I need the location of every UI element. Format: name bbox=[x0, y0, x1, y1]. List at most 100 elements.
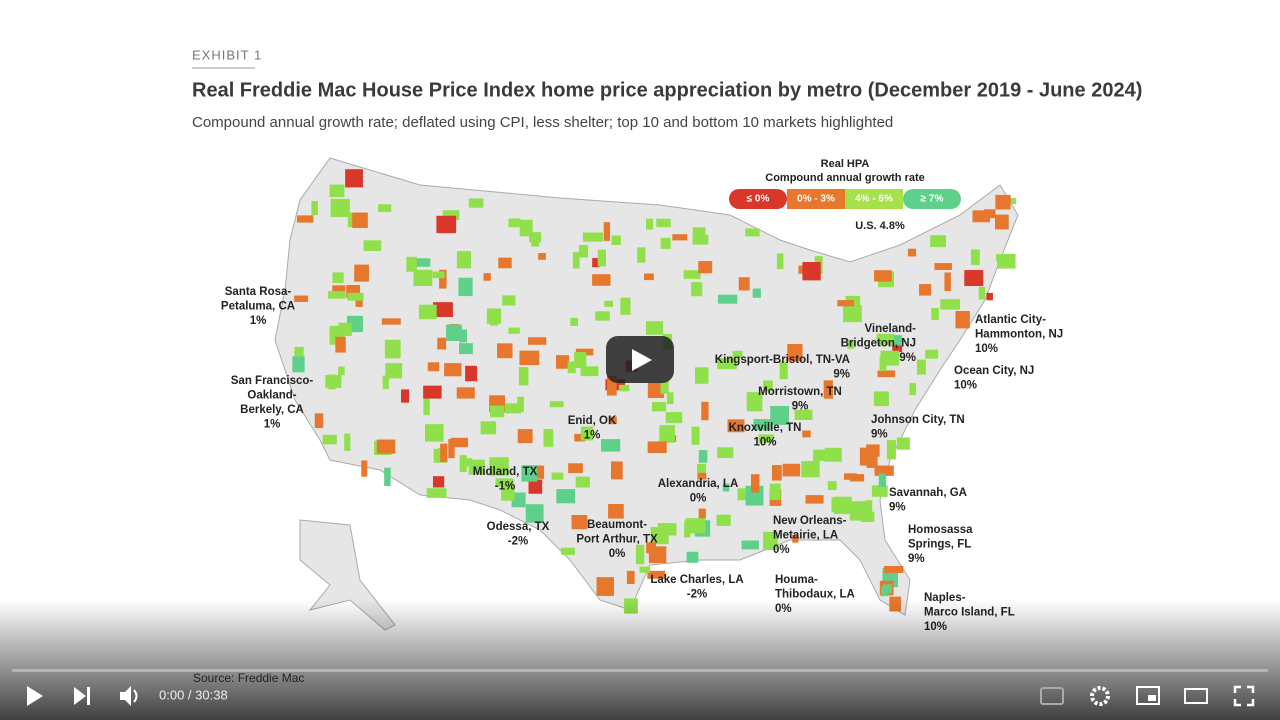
legend-swatch bbox=[903, 189, 961, 209]
metro-area bbox=[683, 270, 701, 279]
metro-area bbox=[603, 222, 611, 241]
metro-area bbox=[931, 307, 939, 320]
metro-area bbox=[1005, 198, 1016, 205]
metro-area bbox=[446, 324, 462, 341]
metro-labels: Santa Rosa- Petaluma, CA 1% San Francisco- O… bbox=[221, 286, 1063, 633]
metro-area bbox=[776, 253, 784, 270]
metro-area bbox=[884, 565, 904, 573]
theater-button[interactable] bbox=[1184, 688, 1208, 704]
metro-area bbox=[847, 339, 855, 349]
metro-area bbox=[426, 488, 447, 498]
metro-area bbox=[352, 212, 368, 229]
metro-area bbox=[432, 271, 445, 279]
metro-area bbox=[684, 520, 691, 538]
metro-area bbox=[571, 515, 588, 530]
metro-area bbox=[519, 219, 533, 237]
metro-label: Midland, TX bbox=[473, 466, 538, 478]
metro-area bbox=[574, 433, 586, 442]
metro-label: Vineland- bbox=[864, 323, 916, 335]
metro-area bbox=[361, 460, 368, 477]
metro-label: 10% bbox=[954, 380, 977, 392]
metro-area bbox=[738, 277, 750, 291]
metro-label: 10% bbox=[753, 437, 776, 449]
metro-area bbox=[568, 463, 583, 473]
metro-area bbox=[802, 262, 821, 281]
metro-area bbox=[994, 214, 1009, 230]
metro-area bbox=[824, 447, 842, 462]
metro-area bbox=[543, 428, 554, 447]
metro-area bbox=[311, 201, 318, 216]
metro-area bbox=[970, 249, 980, 265]
metro-area bbox=[296, 215, 314, 223]
metro-area bbox=[745, 228, 760, 237]
fullscreen-button[interactable] bbox=[1233, 685, 1255, 707]
metro-area bbox=[651, 402, 667, 412]
metro-area bbox=[414, 258, 431, 267]
metro-area bbox=[347, 212, 354, 228]
metro-label: -2% bbox=[508, 536, 528, 548]
metro-area bbox=[717, 294, 738, 304]
volume-button[interactable] bbox=[120, 686, 138, 706]
metro-area bbox=[717, 447, 734, 459]
legend-us: U.S. 4.8% bbox=[855, 220, 905, 232]
metro-area bbox=[525, 504, 544, 523]
metro-area bbox=[483, 273, 491, 281]
metro-label: Knoxville, TN bbox=[729, 422, 802, 434]
metro-label: -1% bbox=[495, 481, 515, 493]
metro-area bbox=[802, 430, 811, 438]
play-button[interactable] bbox=[27, 686, 43, 706]
play-overlay-icon bbox=[632, 349, 652, 371]
metro-area bbox=[770, 406, 790, 425]
metro-area bbox=[385, 363, 403, 379]
metro-area bbox=[620, 297, 631, 315]
metro-area bbox=[995, 194, 1011, 210]
metro-area bbox=[425, 424, 444, 442]
miniplayer-button[interactable] bbox=[1136, 686, 1160, 705]
metro-label: Atlantic City- bbox=[975, 314, 1046, 326]
metro-label: Houma- bbox=[775, 574, 818, 586]
metro-area bbox=[330, 198, 350, 218]
metro-area bbox=[489, 457, 509, 476]
next-button[interactable] bbox=[74, 687, 90, 705]
metro-area bbox=[782, 463, 801, 477]
metro-area bbox=[694, 367, 709, 384]
legend-subtitle: Compound annual growth rate bbox=[765, 172, 925, 184]
metro-area bbox=[647, 441, 667, 454]
metro-area bbox=[384, 467, 391, 487]
metro-area bbox=[986, 292, 993, 301]
metro-area bbox=[442, 210, 460, 221]
metro-area bbox=[338, 366, 345, 376]
legend-swatch bbox=[729, 189, 787, 209]
metro-area bbox=[335, 336, 346, 353]
metro-area bbox=[660, 237, 671, 249]
metro-area bbox=[656, 218, 671, 228]
metro-area bbox=[833, 496, 852, 515]
metro-area bbox=[647, 382, 664, 399]
metro-label: 1% bbox=[250, 315, 267, 327]
metro-label: New Orleans- bbox=[773, 515, 847, 527]
metro-area bbox=[698, 261, 713, 274]
legend-item: ≤ 0% bbox=[747, 194, 770, 205]
metro-area bbox=[511, 492, 526, 508]
metro-area bbox=[940, 299, 960, 310]
metro-area bbox=[880, 350, 900, 366]
metro-area bbox=[647, 570, 666, 579]
progress-bar[interactable] bbox=[12, 669, 1268, 672]
metro-area bbox=[604, 300, 613, 307]
metro-area bbox=[698, 508, 706, 519]
metro-label: 0% bbox=[609, 548, 626, 560]
captions-button[interactable] bbox=[1040, 687, 1064, 705]
metro-area bbox=[400, 389, 410, 403]
metro-area bbox=[883, 584, 892, 594]
metro-area bbox=[567, 361, 576, 374]
metro-area bbox=[432, 476, 445, 488]
metro-area bbox=[608, 503, 624, 519]
settings-button[interactable] bbox=[1090, 686, 1110, 706]
metro-label: 9% bbox=[889, 502, 906, 514]
metro-label: Berkely, CA bbox=[240, 404, 304, 416]
metro-area bbox=[465, 365, 478, 382]
metro-area bbox=[691, 282, 703, 297]
metro-area bbox=[578, 245, 589, 258]
metro-area bbox=[727, 419, 745, 433]
